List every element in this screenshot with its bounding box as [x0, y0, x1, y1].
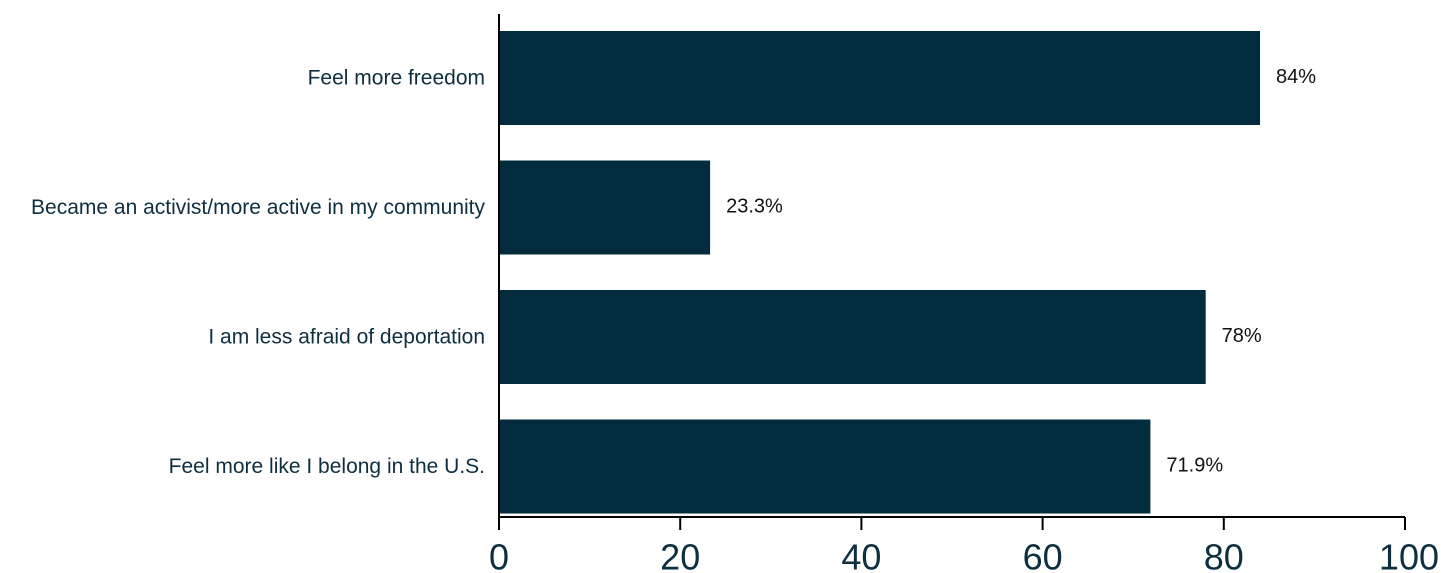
x-tick-label-60: 60 — [1023, 537, 1063, 573]
bar-1 — [499, 31, 1261, 125]
value-label-2: 23.3% — [726, 196, 783, 218]
bar-4 — [499, 419, 1151, 514]
bar-3 — [499, 290, 1206, 384]
bar-2 — [499, 160, 711, 255]
category-label-1: Feel more freedom — [308, 67, 485, 90]
value-label-4: 71.9% — [1166, 455, 1223, 477]
x-tick-label-0: 0 — [489, 537, 509, 573]
category-label-2: Became an activist/more active in my com… — [31, 196, 485, 219]
category-label-3: I am less afraid of deportation — [208, 326, 485, 349]
x-tick-label-100: 100 — [1379, 537, 1439, 573]
value-label-3: 78% — [1222, 325, 1262, 347]
x-tick-label-40: 40 — [841, 537, 881, 573]
category-label-4: Feel more like I belong in the U.S. — [169, 455, 485, 478]
x-tick-label-20: 20 — [660, 537, 700, 573]
x-tick-label-80: 80 — [1204, 537, 1244, 573]
value-label-1: 84% — [1276, 66, 1316, 88]
